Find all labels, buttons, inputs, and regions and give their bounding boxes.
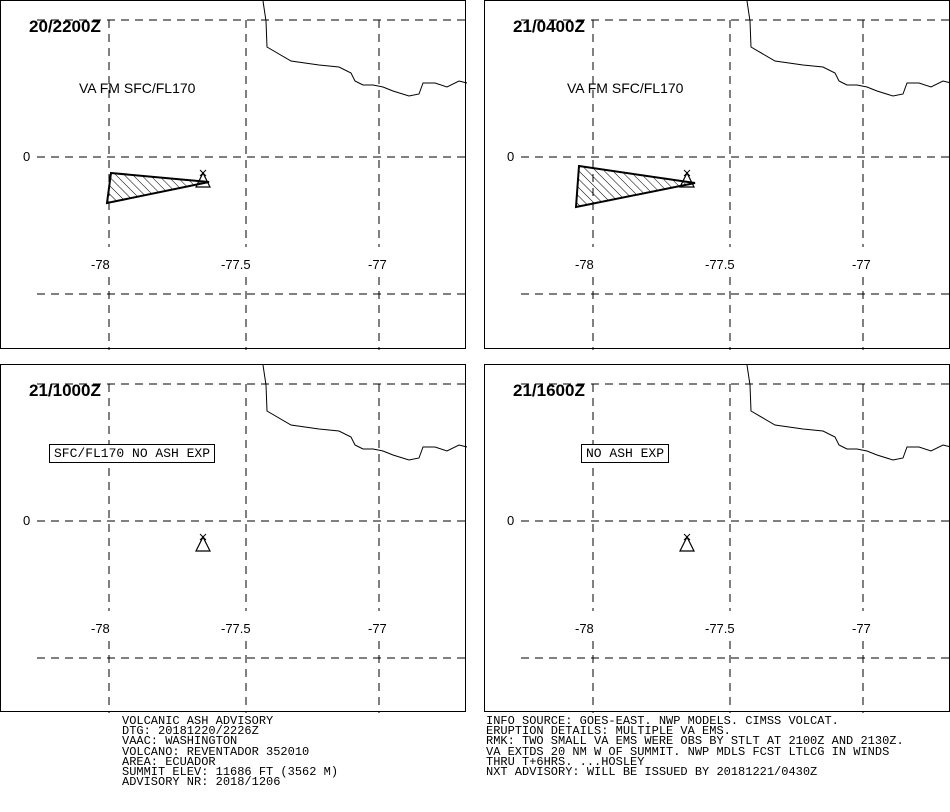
forecast-panel-1: 20/2200Z VA FM SFC/FL170 0 -78 -77.5 -77 xyxy=(0,0,468,350)
advisory-line: VA EXTDS 20 NM W OF SUMMIT. NWP MDLS FCS… xyxy=(486,744,890,759)
latitude-label: 0 xyxy=(23,513,31,528)
longitude-label: -77.5 xyxy=(705,621,735,636)
advisory-line: VOLCANO: REVENTADOR 352010 xyxy=(122,744,310,759)
volcano-triangle-icon xyxy=(679,533,695,552)
advisory-line: INFO SOURCE: GOES-EAST. NWP MODELS. CIMS… xyxy=(486,714,839,728)
advisory-line: NXT ADVISORY: WILL BE ISSUED BY 20181221… xyxy=(486,765,818,780)
advisory-line: AREA: ECUADOR xyxy=(122,754,216,769)
border-line xyxy=(262,364,468,461)
advisory-line: ADVISORY NR: 2018/1206 xyxy=(122,775,281,790)
map-canvas xyxy=(521,0,950,350)
border-line xyxy=(262,0,468,97)
longitude-label: -77.5 xyxy=(221,257,251,272)
latitude-label: 0 xyxy=(507,513,515,528)
ash-cloud-area xyxy=(105,171,210,205)
forecast-panel-2: 21/0400Z VA FM SFC/FL170 0 -78 -77.5 -77 xyxy=(484,0,950,350)
longitude-label: -78 xyxy=(91,257,110,272)
volcano-triangle-icon xyxy=(195,169,211,188)
panel-time-label: 21/1000Z xyxy=(29,381,101,400)
longitude-label: -77 xyxy=(852,621,871,636)
forecast-panel-3: 21/1000Z SFC/FL170 NO ASH EXP 0 -78 -77.5 -… xyxy=(0,364,468,713)
advisory-header-left: VOLCANIC ASH ADVISORY DTG: 20181220/2226… xyxy=(122,714,339,790)
advisory-line: VAAC: WASHINGTON xyxy=(122,734,238,749)
advisory-line: ERUPTION DETAILS: MULTIPLE VA EMS. xyxy=(486,724,731,739)
latitude-label: 0 xyxy=(507,149,515,164)
border-line xyxy=(746,364,950,461)
panel-time-label: 20/2200Z xyxy=(29,17,101,36)
border-line xyxy=(746,0,950,97)
map-canvas xyxy=(521,364,950,713)
advisory-line: DTG: 20181220/2226Z xyxy=(122,724,259,739)
longitude-label: -78 xyxy=(575,257,594,272)
advisory-line: VOLCANIC ASH ADVISORY xyxy=(122,714,274,728)
longitude-label: -77.5 xyxy=(221,621,251,636)
ash-cloud-area xyxy=(574,164,696,209)
longitude-label: -77 xyxy=(368,621,387,636)
advisory-details-right: INFO SOURCE: GOES-EAST. NWP MODELS. CIMS… xyxy=(486,714,904,780)
panel-time-label: 21/1600Z xyxy=(513,381,585,400)
advisory-line: RMK: TWO SMALL VA EMS WERE OBS BY STLT A… xyxy=(486,734,904,749)
longitude-label: -78 xyxy=(91,621,110,636)
longitude-label: -77 xyxy=(852,257,871,272)
volcano-triangle-icon xyxy=(679,169,695,188)
map-canvas xyxy=(37,364,468,713)
panel-time-label: 21/0400Z xyxy=(513,17,585,36)
ash-level-label: VA FM SFC/FL170 xyxy=(79,80,196,96)
longitude-label: -77.5 xyxy=(705,257,735,272)
map-canvas xyxy=(37,0,468,350)
advisory-line: THRU T+6HRS. ...HOSLEY xyxy=(486,754,645,769)
ash-level-label: VA FM SFC/FL170 xyxy=(567,80,684,96)
latitude-label: 0 xyxy=(23,149,31,164)
volcano-triangle-icon xyxy=(195,533,211,552)
longitude-label: -78 xyxy=(575,621,594,636)
ash-level-label: SFC/FL170 NO ASH EXP xyxy=(49,444,216,463)
longitude-label: -77 xyxy=(368,257,387,272)
advisory-line: SUMMIT ELEV: 11686 FT (3562 M) xyxy=(122,765,339,780)
forecast-panel-4: 21/1600Z NO ASH EXP 0 -78 -77.5 -77 xyxy=(484,364,950,713)
ash-level-label: NO ASH EXP xyxy=(581,444,670,463)
